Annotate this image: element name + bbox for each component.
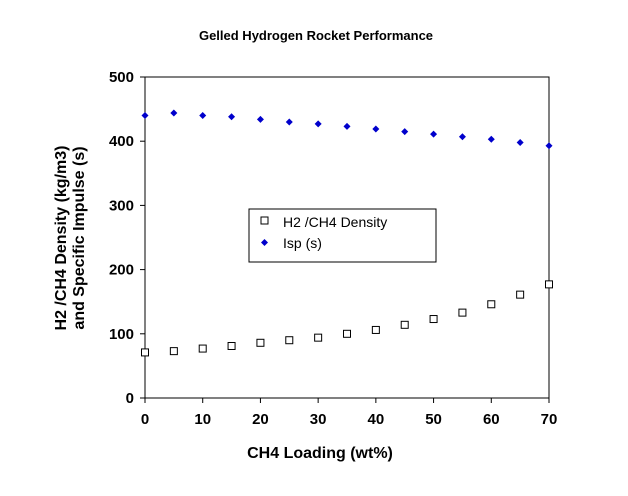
isp-point (516, 138, 524, 146)
y-tick-label: 500 (109, 69, 134, 86)
legend-box (248, 208, 437, 263)
y-axis: 0 100 200 300 400 500 (109, 69, 145, 407)
x-tick-label: 30 (310, 411, 327, 428)
isp-point (487, 135, 495, 143)
x-tick-label: 40 (368, 411, 385, 428)
isp-point (141, 112, 149, 120)
density-point (516, 290, 525, 299)
legend-marker-density (260, 216, 269, 225)
density-point (487, 300, 496, 309)
x-axis: 0 10 20 30 40 50 60 70 (141, 398, 558, 428)
y-tick-label: 0 (126, 390, 134, 407)
isp-point (170, 109, 178, 117)
density-point (198, 344, 207, 353)
y-tick-label: 400 (109, 133, 134, 150)
series-density (141, 280, 553, 357)
legend-label-density: H2 /CH4 Density (283, 214, 387, 230)
y-axis-label-line-1: H2 /CH4 Density (kg/m3) (53, 146, 70, 331)
x-tick-label: 70 (541, 411, 558, 428)
x-tick-label: 60 (483, 411, 500, 428)
isp-point (545, 142, 553, 150)
legend-marker-isp (261, 239, 268, 246)
x-tick-label: 20 (252, 411, 269, 428)
y-tick-label: 100 (109, 326, 134, 343)
isp-point (228, 113, 236, 121)
x-tick-label: 50 (425, 411, 442, 428)
series-isp (141, 109, 553, 150)
x-tick-label: 0 (141, 411, 149, 428)
y-axis-label-line-2: and Specific Impulse (s) (71, 146, 88, 329)
series-layer (141, 109, 553, 357)
chart-title: Gelled Hydrogen Rocket Performance (199, 28, 433, 43)
isp-point (285, 118, 293, 126)
density-point (256, 338, 265, 347)
x-tick-label: 10 (194, 411, 211, 428)
isp-point (199, 112, 207, 120)
density-point (227, 341, 236, 350)
y-tick-label: 300 (109, 197, 134, 214)
density-point (314, 333, 323, 342)
y-axis-label: H2 /CH4 Density (kg/m3) and Specific Imp… (53, 146, 88, 331)
isp-point (372, 125, 380, 133)
density-point (458, 308, 467, 317)
density-point (400, 320, 409, 329)
isp-point (256, 115, 264, 123)
isp-point (458, 133, 466, 141)
legend-label-isp: Isp (s) (283, 235, 322, 251)
isp-point (343, 122, 351, 130)
isp-point (430, 130, 438, 138)
density-point (141, 348, 149, 357)
density-point (371, 325, 380, 334)
x-axis-label: CH4 Loading (wt%) (247, 445, 393, 462)
density-point (429, 315, 438, 324)
density-point (169, 347, 178, 356)
isp-point (401, 128, 409, 136)
density-point (545, 280, 553, 289)
isp-point (314, 120, 322, 128)
legend: H2 /CH4 Density Isp (s) (248, 208, 437, 263)
density-point (285, 336, 294, 345)
density-point (343, 329, 351, 338)
y-tick-label: 200 (109, 262, 134, 279)
plot-area (144, 76, 550, 399)
